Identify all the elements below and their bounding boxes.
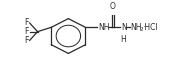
Text: ·HCl: ·HCl xyxy=(143,23,158,32)
Text: F: F xyxy=(24,27,29,36)
Text: H: H xyxy=(120,35,126,44)
Text: N: N xyxy=(121,23,127,32)
Text: F: F xyxy=(24,36,29,45)
Text: O: O xyxy=(110,2,116,11)
Text: NH: NH xyxy=(131,23,142,32)
Text: F: F xyxy=(24,18,29,27)
Text: NH: NH xyxy=(98,23,110,32)
Text: 2: 2 xyxy=(140,27,143,32)
